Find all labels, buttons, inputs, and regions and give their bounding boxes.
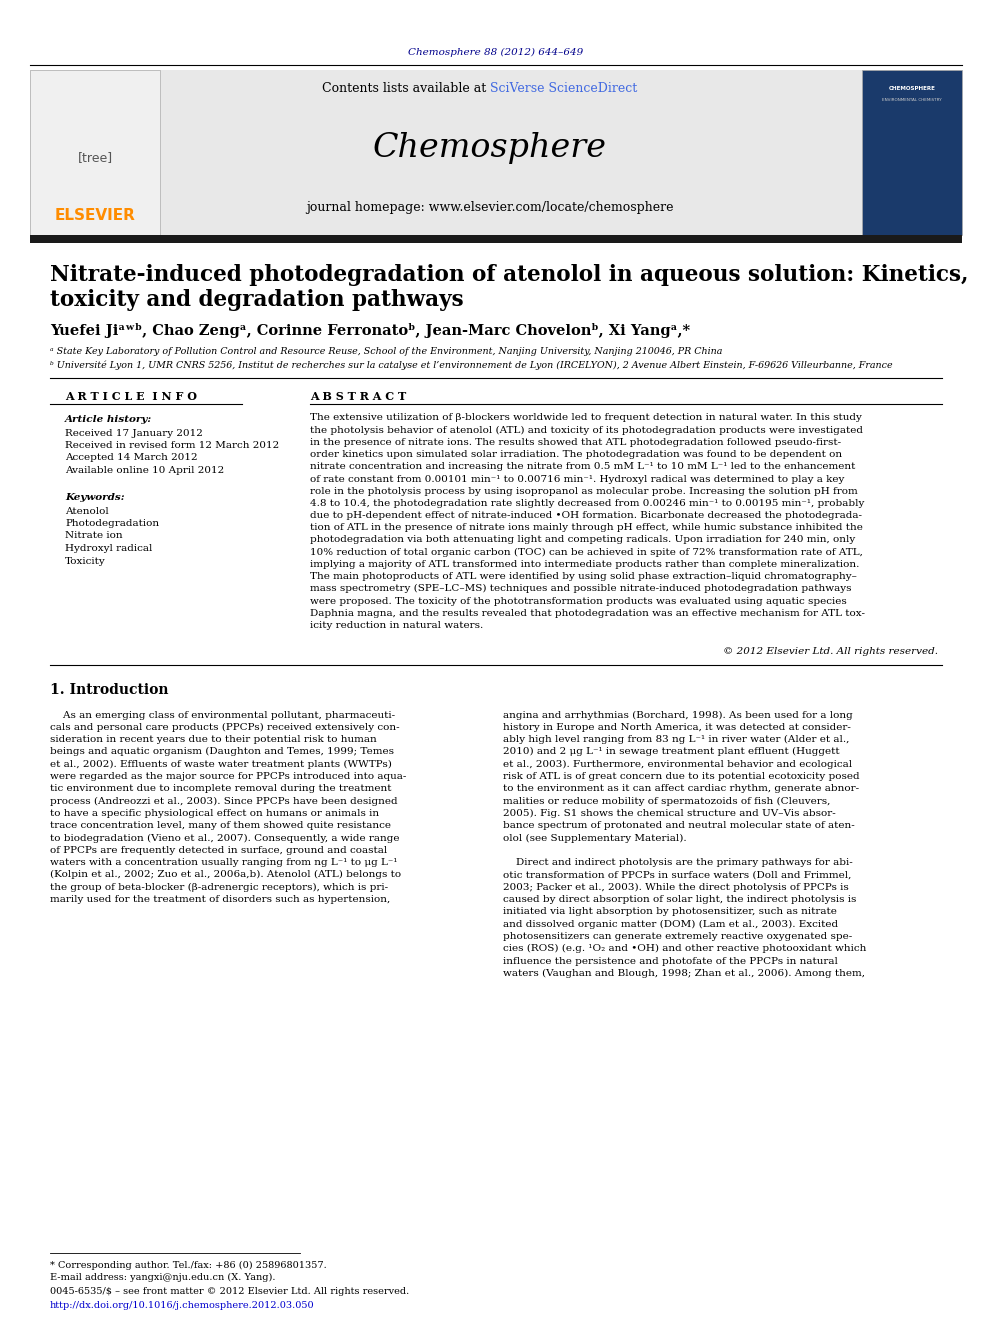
Text: of rate constant from 0.00101 min⁻¹ to 0.00716 min⁻¹. Hydroxyl radical was deter: of rate constant from 0.00101 min⁻¹ to 0… xyxy=(310,475,844,483)
Text: role in the photolysis process by using isopropanol as molecular probe. Increasi: role in the photolysis process by using … xyxy=(310,487,858,496)
Text: trace concentration level, many of them showed quite resistance: trace concentration level, many of them … xyxy=(50,822,391,831)
Bar xyxy=(862,70,962,235)
Text: A B S T R A C T: A B S T R A C T xyxy=(310,390,407,401)
Text: mass spectrometry (SPE–LC–MS) techniques and possible nitrate-induced photodegra: mass spectrometry (SPE–LC–MS) techniques… xyxy=(310,585,851,593)
Text: SciVerse ScienceDirect: SciVerse ScienceDirect xyxy=(490,82,637,94)
Text: the photolysis behavior of atenolol (ATL) and toxicity of its photodegradation p: the photolysis behavior of atenolol (ATL… xyxy=(310,426,863,435)
Text: toxicity and degradation pathways: toxicity and degradation pathways xyxy=(50,288,463,311)
Text: sideration in recent years due to their potential risk to human: sideration in recent years due to their … xyxy=(50,736,377,744)
Text: malities or reduce mobility of spermatozoids of fish (Cleuvers,: malities or reduce mobility of spermatoz… xyxy=(503,796,830,806)
Text: Nitrate ion: Nitrate ion xyxy=(65,532,123,541)
Text: 2010) and 2 μg L⁻¹ in sewage treatment plant effluent (Huggett: 2010) and 2 μg L⁻¹ in sewage treatment p… xyxy=(503,747,839,757)
Text: process (Andreozzi et al., 2003). Since PPCPs have been designed: process (Andreozzi et al., 2003). Since … xyxy=(50,796,398,806)
Text: caused by direct absorption of solar light, the indirect photolysis is: caused by direct absorption of solar lig… xyxy=(503,894,856,904)
Text: Chemosphere: Chemosphere xyxy=(373,132,607,164)
Text: photosensitizers can generate extremely reactive oxygenated spe-: photosensitizers can generate extremely … xyxy=(503,931,852,941)
Text: CHEMOSPHERE: CHEMOSPHERE xyxy=(889,86,935,90)
Text: Photodegradation: Photodegradation xyxy=(65,519,159,528)
Text: otic transformation of PPCPs in surface waters (Doll and Frimmel,: otic transformation of PPCPs in surface … xyxy=(503,871,851,880)
Text: 1. Introduction: 1. Introduction xyxy=(50,683,169,697)
Text: Available online 10 April 2012: Available online 10 April 2012 xyxy=(65,466,224,475)
Text: et al., 2002). Effluents of waste water treatment plants (WWTPs): et al., 2002). Effluents of waste water … xyxy=(50,759,392,769)
Text: 2005). Fig. S1 shows the chemical structure and UV–Vis absor-: 2005). Fig. S1 shows the chemical struct… xyxy=(503,808,835,818)
Text: tic environment due to incomplete removal during the treatment: tic environment due to incomplete remova… xyxy=(50,785,392,794)
Text: angina and arrhythmias (Borchard, 1998). As been used for a long: angina and arrhythmias (Borchard, 1998).… xyxy=(503,710,853,720)
Text: ELSEVIER: ELSEVIER xyxy=(55,208,136,222)
Text: Accepted 14 March 2012: Accepted 14 March 2012 xyxy=(65,454,197,463)
Text: to biodegradation (Vieno et al., 2007). Consequently, a wide range: to biodegradation (Vieno et al., 2007). … xyxy=(50,833,400,843)
Text: of PPCPs are frequently detected in surface, ground and coastal: of PPCPs are frequently detected in surf… xyxy=(50,845,387,855)
Text: Atenolol: Atenolol xyxy=(65,507,109,516)
Text: initiated via light absorption by photosensitizer, such as nitrate: initiated via light absorption by photos… xyxy=(503,908,837,917)
Text: implying a majority of ATL transformed into intermediate products rather than co: implying a majority of ATL transformed i… xyxy=(310,560,859,569)
Text: bance spectrum of protonated and neutral molecular state of aten-: bance spectrum of protonated and neutral… xyxy=(503,822,855,831)
Bar xyxy=(30,235,962,243)
Text: Hydroxyl radical: Hydroxyl radical xyxy=(65,544,153,553)
Text: Article history:: Article history: xyxy=(65,415,152,425)
Text: were regarded as the major source for PPCPs introduced into aqua-: were regarded as the major source for PP… xyxy=(50,773,407,781)
Text: order kinetics upon simulated solar irradiation. The photodegradation was found : order kinetics upon simulated solar irra… xyxy=(310,450,842,459)
Text: in the presence of nitrate ions. The results showed that ATL photodegradation fo: in the presence of nitrate ions. The res… xyxy=(310,438,841,447)
Text: risk of ATL is of great concern due to its potential ecotoxicity posed: risk of ATL is of great concern due to i… xyxy=(503,773,860,781)
Text: waters with a concentration usually ranging from ng L⁻¹ to μg L⁻¹: waters with a concentration usually rang… xyxy=(50,859,398,867)
Text: Direct and indirect photolysis are the primary pathways for abi-: Direct and indirect photolysis are the p… xyxy=(503,859,853,867)
Bar xyxy=(30,70,160,235)
Text: waters (Vaughan and Blough, 1998; Zhan et al., 2006). Among them,: waters (Vaughan and Blough, 1998; Zhan e… xyxy=(503,968,865,978)
Text: * Corresponding author. Tel./fax: +86 (0) 25896801357.: * Corresponding author. Tel./fax: +86 (0… xyxy=(50,1261,326,1270)
Text: A R T I C L E  I N F O: A R T I C L E I N F O xyxy=(65,390,197,401)
Text: to the environment as it can affect cardiac rhythm, generate abnor-: to the environment as it can affect card… xyxy=(503,785,859,794)
Text: Contents lists available at: Contents lists available at xyxy=(321,82,490,94)
Text: ably high level ranging from 83 ng L⁻¹ in river water (Alder et al.,: ably high level ranging from 83 ng L⁻¹ i… xyxy=(503,736,849,744)
Text: (Kolpin et al., 2002; Zuo et al., 2006a,b). Atenolol (ATL) belongs to: (Kolpin et al., 2002; Zuo et al., 2006a,… xyxy=(50,871,401,880)
Text: Chemosphere 88 (2012) 644–649: Chemosphere 88 (2012) 644–649 xyxy=(409,48,583,57)
Text: http://dx.doi.org/10.1016/j.chemosphere.2012.03.050: http://dx.doi.org/10.1016/j.chemosphere.… xyxy=(50,1301,314,1310)
Text: The extensive utilization of β-blockers worldwide led to frequent detection in n: The extensive utilization of β-blockers … xyxy=(310,414,862,422)
Text: icity reduction in natural waters.: icity reduction in natural waters. xyxy=(310,620,483,630)
Text: 0045-6535/$ – see front matter © 2012 Elsevier Ltd. All rights reserved.: 0045-6535/$ – see front matter © 2012 El… xyxy=(50,1287,410,1297)
Text: Yuefei Jiᵃʷᵇ, Chao Zengᵃ, Corinne Ferronatoᵇ, Jean-Marc Chovelonᵇ, Xi Yangᵃ,*: Yuefei Jiᵃʷᵇ, Chao Zengᵃ, Corinne Ferron… xyxy=(50,323,690,337)
Text: the group of beta-blocker (β-adrenergic receptors), which is pri-: the group of beta-blocker (β-adrenergic … xyxy=(50,882,388,892)
Text: photodegradation via both attenuating light and competing radicals. Upon irradia: photodegradation via both attenuating li… xyxy=(310,536,855,545)
Text: Keywords:: Keywords: xyxy=(65,493,125,503)
Text: 4.8 to 10.4, the photodegradation rate slightly decreased from 0.00246 min⁻¹ to : 4.8 to 10.4, the photodegradation rate s… xyxy=(310,499,864,508)
Text: nitrate concentration and increasing the nitrate from 0.5 mM L⁻¹ to 10 mM L⁻¹ le: nitrate concentration and increasing the… xyxy=(310,462,855,471)
Text: Received 17 January 2012: Received 17 January 2012 xyxy=(65,429,203,438)
Text: Toxicity: Toxicity xyxy=(65,557,106,565)
Text: As an emerging class of environmental pollutant, pharmaceuti-: As an emerging class of environmental po… xyxy=(50,710,395,720)
Text: influence the persistence and photofate of the PPCPs in natural: influence the persistence and photofate … xyxy=(503,957,838,966)
Text: ᵃ State Key Laboratory of Pollution Control and Resource Reuse, School of the En: ᵃ State Key Laboratory of Pollution Cont… xyxy=(50,348,722,356)
Text: The main photoproducts of ATL were identified by using solid phase extraction–li: The main photoproducts of ATL were ident… xyxy=(310,572,857,581)
Text: olol (see Supplementary Material).: olol (see Supplementary Material). xyxy=(503,833,686,843)
Text: tion of ATL in the presence of nitrate ions mainly through pH effect, while humi: tion of ATL in the presence of nitrate i… xyxy=(310,524,863,532)
Text: Nitrate-induced photodegradation of atenolol in aqueous solution: Kinetics,: Nitrate-induced photodegradation of aten… xyxy=(50,265,968,286)
Text: and dissolved organic matter (DOM) (Lam et al., 2003). Excited: and dissolved organic matter (DOM) (Lam … xyxy=(503,919,838,929)
Text: © 2012 Elsevier Ltd. All rights reserved.: © 2012 Elsevier Ltd. All rights reserved… xyxy=(723,647,938,656)
Text: were proposed. The toxicity of the phototransformation products was evaluated us: were proposed. The toxicity of the photo… xyxy=(310,597,847,606)
Text: ᵇ Université Lyon 1, UMR CNRS 5256, Institut de recherches sur la catalyse et l’: ᵇ Université Lyon 1, UMR CNRS 5256, Inst… xyxy=(50,360,893,369)
Text: E-mail address: yangxi@nju.edu.cn (X. Yang).: E-mail address: yangxi@nju.edu.cn (X. Ya… xyxy=(50,1273,276,1282)
Text: due to pH-dependent effect of nitrate-induced •OH formation. Bicarbonate decreas: due to pH-dependent effect of nitrate-in… xyxy=(310,511,862,520)
Text: history in Europe and North America, it was detected at consider-: history in Europe and North America, it … xyxy=(503,722,851,732)
Bar xyxy=(30,70,962,235)
Text: et al., 2003). Furthermore, environmental behavior and ecological: et al., 2003). Furthermore, environmenta… xyxy=(503,759,852,769)
Text: ENVIRONMENTAL CHEMISTRY: ENVIRONMENTAL CHEMISTRY xyxy=(882,98,941,102)
Text: marily used for the treatment of disorders such as hypertension,: marily used for the treatment of disorde… xyxy=(50,894,390,904)
Text: journal homepage: www.elsevier.com/locate/chemosphere: journal homepage: www.elsevier.com/locat… xyxy=(307,201,674,214)
Text: Daphnia magna, and the results revealed that photodegradation was an effective m: Daphnia magna, and the results revealed … xyxy=(310,609,865,618)
Text: [tree]: [tree] xyxy=(77,152,112,164)
Text: 2003; Packer et al., 2003). While the direct photolysis of PPCPs is: 2003; Packer et al., 2003). While the di… xyxy=(503,882,849,892)
Text: beings and aquatic organism (Daughton and Temes, 1999; Temes: beings and aquatic organism (Daughton an… xyxy=(50,747,394,757)
Text: 10% reduction of total organic carbon (TOC) can be achieved in spite of 72% tran: 10% reduction of total organic carbon (T… xyxy=(310,548,863,557)
Text: cals and personal care products (PPCPs) received extensively con-: cals and personal care products (PPCPs) … xyxy=(50,722,400,732)
Text: Received in revised form 12 March 2012: Received in revised form 12 March 2012 xyxy=(65,441,280,450)
Text: cies (ROS) (e.g. ¹O₂ and •OH) and other reactive photooxidant which: cies (ROS) (e.g. ¹O₂ and •OH) and other … xyxy=(503,945,866,954)
Text: to have a specific physiological effect on humans or animals in: to have a specific physiological effect … xyxy=(50,808,379,818)
